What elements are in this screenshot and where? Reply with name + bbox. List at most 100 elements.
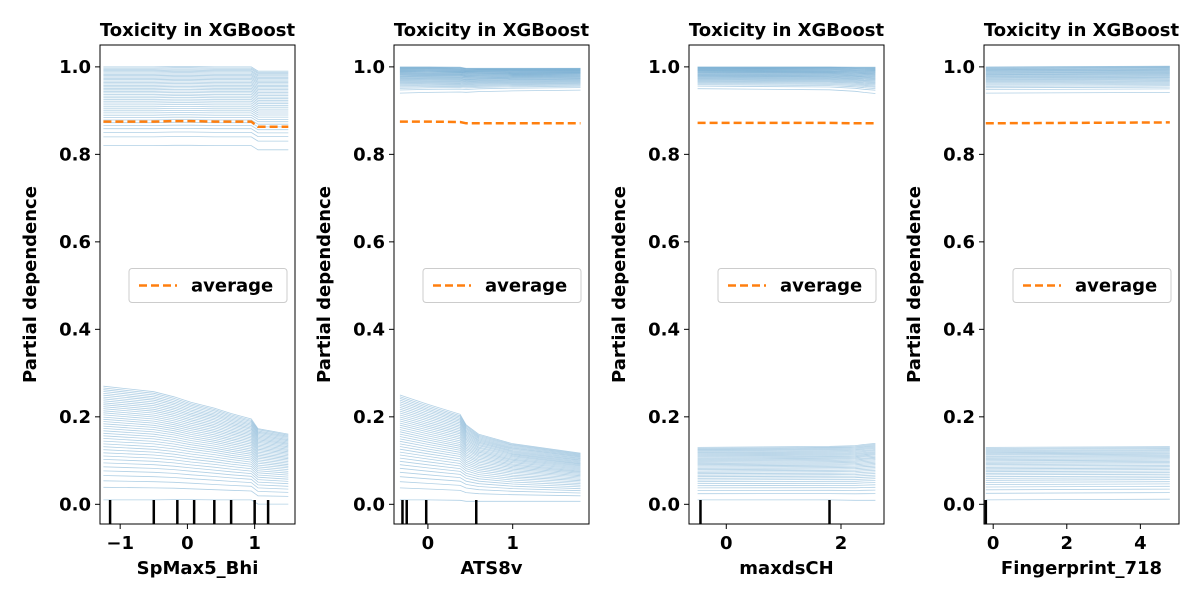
ice-low-line (103, 438, 289, 467)
ice-high-line (697, 81, 876, 86)
ice-low-line (985, 475, 1170, 478)
ice-high-line (103, 108, 289, 114)
ice-high-line (399, 84, 581, 88)
ice-low-line (103, 385, 289, 435)
y-axis-label: Partial dependence (314, 186, 335, 383)
y-tick-label: 0.2 (59, 407, 91, 428)
ice-high-line (985, 66, 1170, 68)
ice-high-line (399, 70, 581, 73)
ice-high-line (985, 74, 1170, 76)
x-tick-label: 2 (835, 533, 848, 554)
ice-high-line (697, 77, 876, 81)
ice-high-line (103, 112, 289, 118)
ice-low-line (697, 449, 876, 454)
ice-high-line (103, 95, 289, 101)
ice-low-line (399, 412, 581, 462)
x-tick-label: 1 (248, 533, 261, 554)
ice-low-line (399, 431, 581, 471)
ice-low-line (399, 438, 581, 474)
ice-high-line (103, 98, 289, 105)
ice-low-line (103, 402, 289, 445)
legend-label: average (485, 276, 567, 297)
panel-fingerprint-718: 0.0 0.2 0.4 0.6 0.8 1.0 0 2 4 Toxicity in XGBoost… (904, 20, 1180, 579)
ice-high-line (697, 77, 876, 81)
average-line (103, 119, 289, 129)
legend: average (1012, 268, 1172, 303)
ice-high-line (103, 89, 289, 95)
ice-high-line (399, 69, 581, 72)
ice-high-line (697, 73, 876, 77)
ice-low-line (985, 466, 1170, 468)
y-tick-label: 0.2 (943, 407, 975, 428)
ice-high-line (985, 88, 1170, 90)
x-axis-label: maxdsCH (739, 558, 833, 579)
ice-high-line (985, 78, 1170, 80)
legend: average (422, 268, 582, 303)
y-tick-label: 0.4 (943, 319, 975, 340)
ice-low-line (985, 479, 1170, 481)
ice-high-line (399, 78, 581, 81)
ice-high-line (399, 66, 581, 70)
ice-low-line (399, 414, 581, 463)
ice-low-line (697, 486, 876, 489)
ice-high-line (103, 110, 289, 116)
ice-high-line (399, 68, 581, 71)
ice-low-line (697, 459, 876, 463)
y-tick-label: 0.6 (943, 232, 975, 253)
ice-low-line (985, 485, 1170, 488)
ice-low-line (103, 446, 289, 472)
ice-low-line (103, 499, 289, 505)
ice-high-line (985, 86, 1170, 89)
average-line (399, 120, 581, 125)
ice-high-line (399, 87, 581, 91)
y-axis-label: Partial dependence (20, 186, 41, 383)
ice-low-line (697, 455, 876, 460)
ice-high-line (985, 68, 1170, 71)
ice-high-line (103, 71, 289, 77)
ice-low-line (697, 470, 876, 473)
ice-low-line (399, 464, 581, 486)
ice-low-line (399, 403, 581, 458)
y-tick-label: 1.0 (943, 57, 975, 78)
ice-high-line (697, 67, 876, 70)
ice-high-line (399, 80, 581, 83)
ice-high-line (697, 82, 876, 87)
ice-low-line (399, 398, 581, 456)
y-axis-label: Partial dependence (904, 186, 925, 383)
ice-high-line (985, 66, 1170, 69)
ice-high-line (103, 76, 289, 82)
ice-low-line (399, 454, 581, 482)
ice-high-line (103, 84, 289, 90)
legend-label: average (780, 276, 862, 297)
ice-high-line (697, 70, 876, 73)
ice-high-line (399, 75, 581, 78)
ice-low-line (399, 394, 581, 454)
ice-low-line (103, 435, 289, 466)
ice-high-line (103, 136, 289, 142)
ice-high-line (103, 86, 289, 92)
ice-high-line (985, 67, 1170, 69)
ice-high-line (985, 69, 1170, 72)
ice-low-line (985, 469, 1170, 471)
ice-low-line (399, 481, 581, 494)
ice-high-line (985, 68, 1170, 70)
ice-low-line (103, 449, 289, 474)
y-tick-label: 0.6 (59, 232, 91, 253)
y-axis-label: Partial dependence (609, 186, 630, 383)
ice-low-line (985, 464, 1170, 467)
ice-low-line (103, 393, 289, 439)
y-tick-label: 0.4 (59, 319, 91, 340)
ice-low-line (697, 458, 876, 462)
ice-low-line (399, 420, 581, 466)
ice-low-line (697, 444, 876, 449)
y-tick-label: 0.4 (648, 319, 680, 340)
ice-high-line (697, 88, 876, 94)
ice-low-line (985, 472, 1170, 474)
ice-low-line (399, 405, 581, 459)
ice-low-line (697, 482, 876, 485)
ice-low-line (399, 401, 581, 457)
ice-high-line (399, 80, 581, 83)
ice-high-line (985, 79, 1170, 82)
ice-high-line (985, 71, 1170, 73)
ice-high-line (985, 73, 1170, 75)
